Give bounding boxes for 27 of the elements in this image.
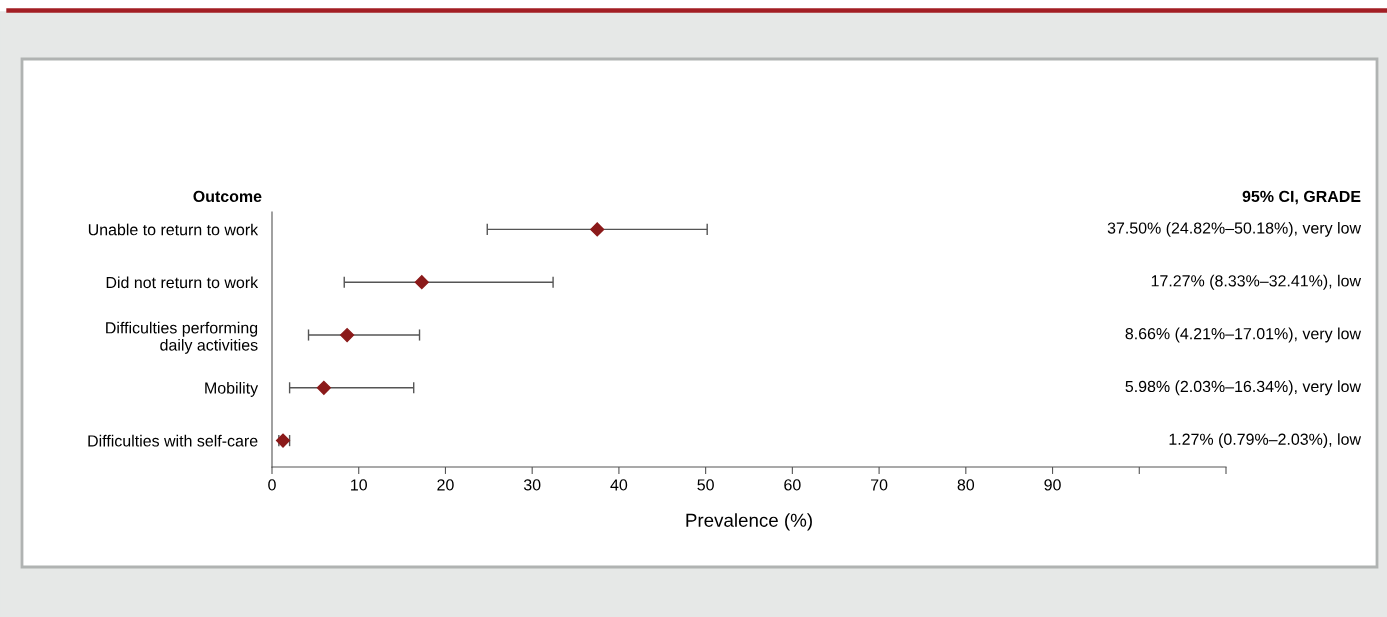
x-tick-label: 90 (1044, 479, 1061, 491)
x-tick-label: 30 (523, 479, 541, 491)
point (316, 380, 331, 395)
point (590, 222, 605, 237)
y-tick-label: Mobility (205, 382, 259, 397)
y2-axis-title: 95% CI, GRADE (1242, 190, 1361, 205)
y-tick-label: Unable to return to work (88, 223, 259, 236)
x-tick-label: 10 (351, 479, 367, 491)
y-axis-title: Outcome (193, 190, 262, 203)
x-axis-title: Prevalence (%) (686, 513, 812, 531)
y-tick-label: Difficulties performing daily activities (106, 321, 258, 354)
x-tick-label: 70 (871, 479, 888, 491)
x-tick-label: 60 (784, 479, 801, 491)
x-tick-label: 50 (697, 479, 714, 491)
x-tick-label: 40 (610, 479, 628, 491)
point (414, 275, 429, 290)
y-tick-label: Difficulties with self-care (88, 434, 258, 447)
annotation: 1.27% (0.79%–2.03%), low (1169, 433, 1362, 449)
point (340, 327, 355, 343)
x-tick-label: 80 (957, 479, 975, 491)
x-tick-label: 0 (268, 479, 276, 491)
annotation: 37.50% (24.82%–50.18%), very low (1107, 221, 1362, 237)
x-tick-label: 20 (437, 479, 454, 491)
annotation: 5.98% (2.03%–16.34%), very low (1125, 380, 1362, 396)
y-tick-label: Did not return to work (106, 276, 259, 289)
annotation: 17.27% (8.33%–32.41%), low (1151, 274, 1362, 290)
annotation: 8.66% (4.21%–17.01%), very low (1125, 327, 1362, 343)
